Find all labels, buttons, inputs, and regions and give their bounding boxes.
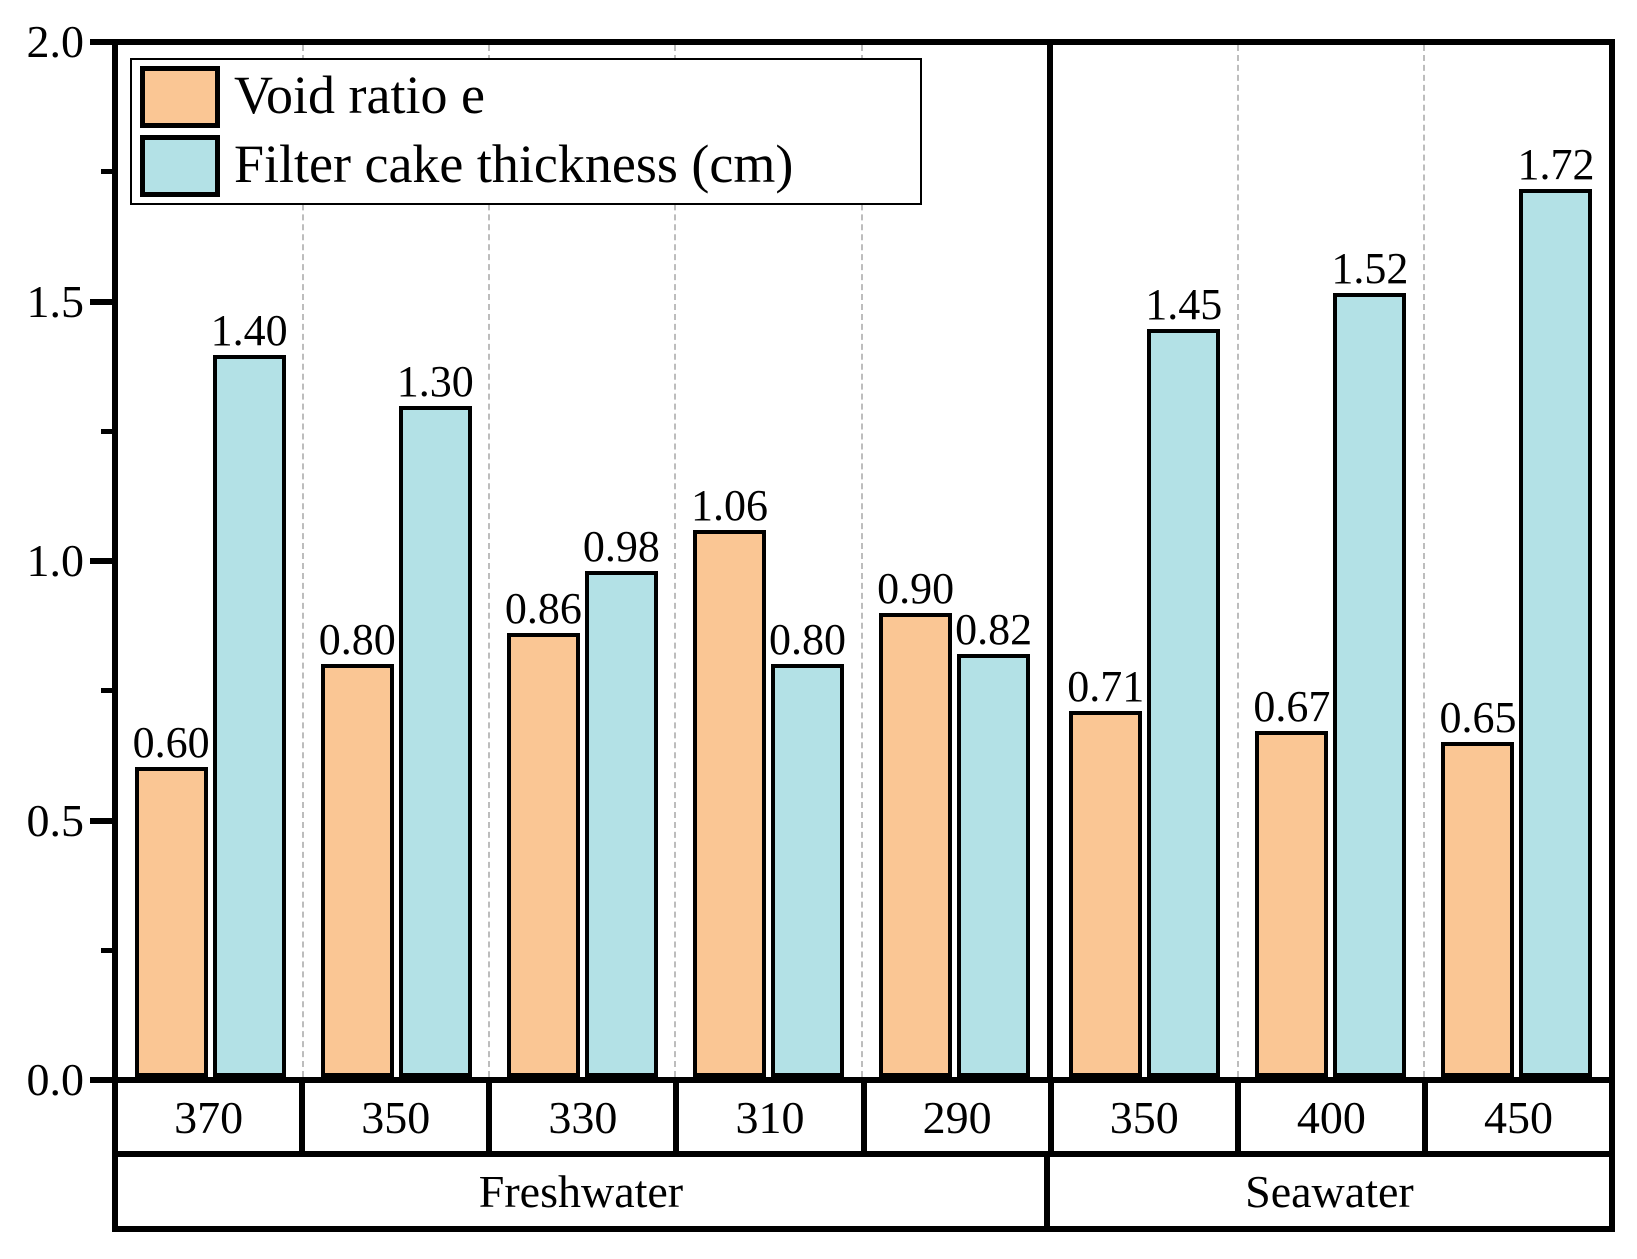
bar-value-label: 0.60 xyxy=(132,718,210,768)
y-major-tick xyxy=(90,298,112,305)
y-major-tick xyxy=(90,1077,112,1083)
bar-cells: 0.60 1.40 0.80 1.30 0.86 0.98 1.06 0.80 0.90 0.82… xyxy=(118,45,1609,1077)
category-cell-freshwater-350: 0.80 1.30 xyxy=(304,45,491,1077)
bar-filter-cake-thickness-4: 0.82 xyxy=(955,607,1032,1077)
category-label-1: 350 xyxy=(305,1083,493,1151)
category-cell-freshwater-290: 0.90 0.82 xyxy=(863,45,1053,1077)
category-cell-freshwater-330: 0.86 0.98 xyxy=(490,45,677,1077)
bar-void-ratio-6: 0.67 xyxy=(1253,685,1330,1077)
bar-value-label: 1.45 xyxy=(1145,279,1223,329)
y-tick-label: 1.5 xyxy=(26,275,85,327)
bar-void-ratio-2: 0.86 xyxy=(505,587,582,1077)
bar-value-label: 0.80 xyxy=(318,615,396,665)
bar-value-label: 0.67 xyxy=(1253,682,1331,732)
bar-value-label: 0.71 xyxy=(1067,661,1145,711)
y-major-tick xyxy=(90,39,112,45)
bar-filter-cake-thickness-5: 1.45 xyxy=(1145,282,1222,1077)
legend-swatch-thickness xyxy=(140,135,220,197)
y-major-tick xyxy=(90,558,112,564)
category-cell-seawater-450: 0.65 1.72 xyxy=(1425,45,1609,1077)
category-label-0: 370 xyxy=(118,1083,306,1151)
y-tick-label: 0.0 xyxy=(26,1054,85,1105)
bar-value-label: 1.40 xyxy=(210,305,288,355)
bar-filter-cake-thickness-7: 1.72 xyxy=(1517,143,1594,1077)
legend-item-void-ratio: Void ratio e xyxy=(140,66,920,128)
bar-value-label: 1.06 xyxy=(690,481,768,531)
bar-void-ratio-0: 0.60 xyxy=(133,721,210,1077)
bar-value-label: 0.65 xyxy=(1439,692,1517,742)
group-label-seawater: Seawater xyxy=(1245,1166,1414,1217)
group-axis-row: Freshwater Seawater xyxy=(112,1157,1615,1232)
legend-item-thickness: Filter cake thickness (cm) xyxy=(140,135,920,197)
bar-filter-cake-thickness-0: 1.40 xyxy=(211,308,288,1077)
bar-value-label: 0.90 xyxy=(877,563,955,613)
y-minor-tick xyxy=(101,947,112,953)
category-cell-freshwater-370: 0.60 1.40 xyxy=(118,45,305,1077)
y-tick-label: 2.0 xyxy=(26,16,85,67)
bar-filter-cake-thickness-3: 0.80 xyxy=(769,618,846,1077)
bar-filter-cake-thickness-6: 1.52 xyxy=(1331,246,1408,1077)
bar-value-label: 0.86 xyxy=(504,584,582,634)
bar-value-label: 1.30 xyxy=(396,357,474,407)
category-label-6: 400 xyxy=(1241,1083,1428,1151)
group-label-freshwater: Freshwater xyxy=(118,1157,1050,1226)
bar-value-label: 0.80 xyxy=(768,615,846,665)
bar-void-ratio-5: 0.71 xyxy=(1067,664,1144,1077)
bar-filter-cake-thickness-2: 0.98 xyxy=(583,525,660,1077)
y-minor-tick xyxy=(101,169,112,175)
category-cell-freshwater-310: 1.06 0.80 xyxy=(676,45,863,1077)
y-minor-tick xyxy=(101,688,112,694)
plot-area: 0.60 1.40 0.80 1.30 0.86 0.98 1.06 0.80 0.90 0.82… xyxy=(112,39,1615,1083)
bar-void-ratio-7: 0.65 xyxy=(1439,695,1516,1077)
category-cell-seawater-400: 0.67 1.52 xyxy=(1239,45,1425,1077)
category-label-5: 350 xyxy=(1054,1083,1241,1151)
bar-filter-cake-thickness-1: 1.30 xyxy=(397,360,474,1077)
y-tick-label: 1.0 xyxy=(26,535,85,586)
category-label-7: 450 xyxy=(1483,1091,1553,1143)
bar-void-ratio-3: 1.06 xyxy=(691,484,768,1077)
category-label-3: 310 xyxy=(679,1083,867,1151)
legend-label-thickness: Filter cake thickness (cm) xyxy=(234,134,794,194)
bar-void-ratio-4: 0.90 xyxy=(877,566,954,1077)
legend: Void ratio e Filter cake thickness (cm) xyxy=(130,58,922,205)
bar-value-label: 0.82 xyxy=(955,604,1033,654)
bar-value-label: 0.98 xyxy=(582,522,660,572)
legend-swatch-void-ratio xyxy=(140,66,220,128)
y-minor-tick xyxy=(101,428,112,434)
bar-value-label: 1.72 xyxy=(1517,140,1595,190)
legend-label-void-ratio: Void ratio e xyxy=(234,65,485,125)
category-axis-row: 370 350 330 310 290 350 400 450 xyxy=(112,1083,1615,1157)
category-label-4: 290 xyxy=(867,1083,1054,1151)
category-label-2: 330 xyxy=(492,1083,680,1151)
y-major-tick xyxy=(90,817,112,824)
bar-value-label: 1.52 xyxy=(1331,243,1409,293)
y-tick-label: 0.5 xyxy=(26,794,85,846)
bar-void-ratio-1: 0.80 xyxy=(319,618,396,1077)
category-cell-seawater-350: 0.71 1.45 xyxy=(1053,45,1239,1077)
